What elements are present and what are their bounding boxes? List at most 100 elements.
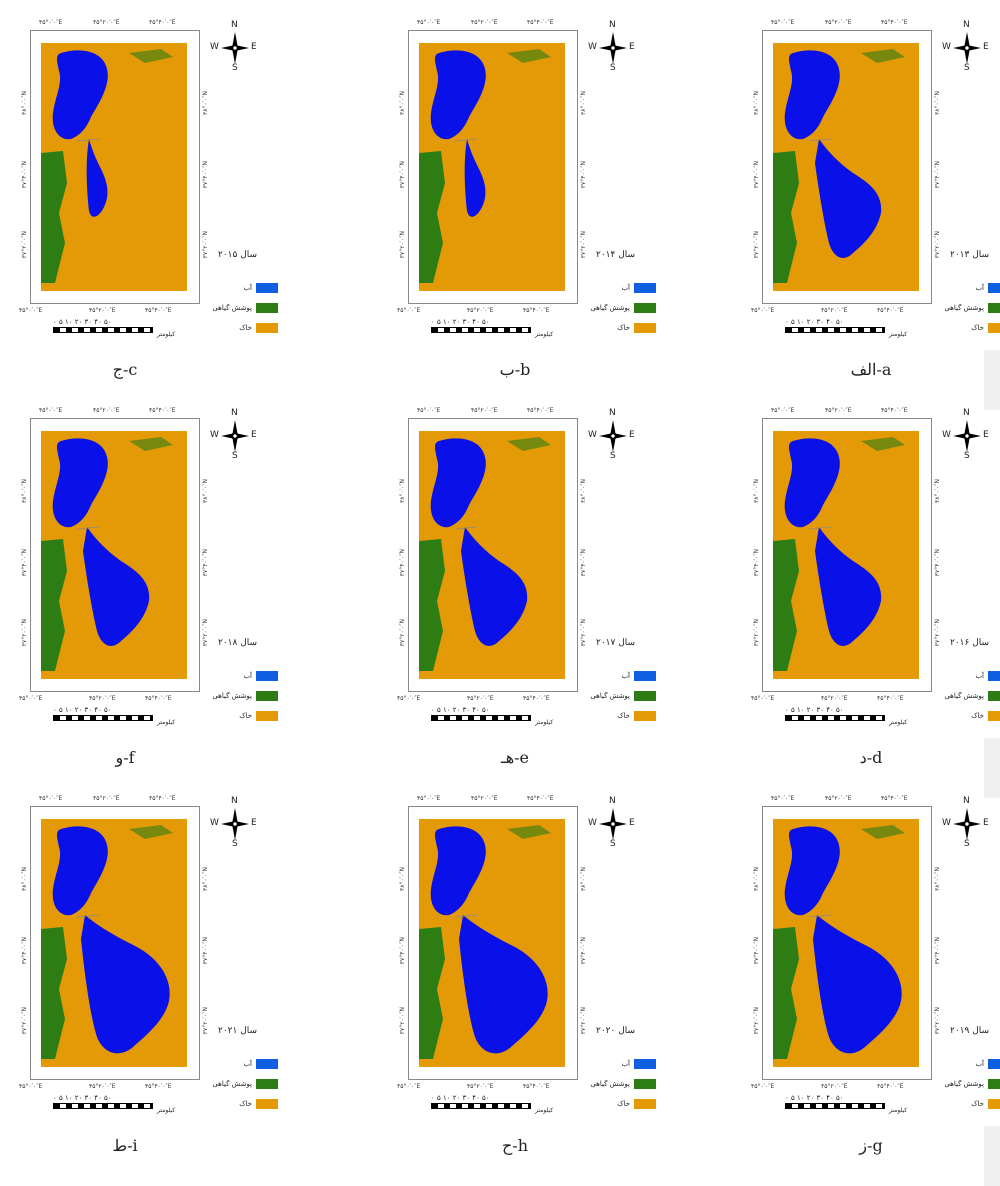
legend-label-soil: خاک xyxy=(239,324,252,332)
lat-label-left-3: ۳۷°۲۰′۰″N xyxy=(753,1007,760,1035)
panel-caption-c: ج-c xyxy=(112,360,138,379)
legend-swatch-vegetation xyxy=(634,1079,656,1089)
scale-unit: کیلومتر xyxy=(889,719,908,726)
legend-item-soil: خاک xyxy=(930,1094,1000,1114)
land-area xyxy=(773,43,919,291)
lat-label-right-2: ۳۷°۴۰′۰″N xyxy=(580,549,587,577)
scale-bar-graphic xyxy=(431,327,531,333)
causeway-line xyxy=(808,138,832,142)
north-arrow-icon: N S W E xyxy=(210,796,260,850)
panel-caption-g: ز-g xyxy=(859,1136,883,1155)
legend-item-soil: خاک xyxy=(198,318,278,338)
scale-numbers: ۰ ۵ ۱۰ ۲۰ ۳۰ ۴۰ ۵۰ xyxy=(431,318,490,326)
compass-w-label: W xyxy=(942,430,951,440)
land-area xyxy=(419,819,565,1067)
scale-unit: کیلومتر xyxy=(535,1107,554,1114)
compass-e-label: E xyxy=(251,42,257,52)
lon-label-bottom-1: ۴۵°۰′۰″E xyxy=(397,307,421,314)
year-label: سال ۲۰۱۷ xyxy=(596,638,636,648)
north-arrow-icon: N S W E xyxy=(210,408,260,462)
scale-bar: ۰ ۵ ۱۰ ۲۰ ۳۰ ۴۰ ۵۰ کیلومتر xyxy=(431,318,561,344)
scale-bar: ۰ ۵ ۱۰ ۲۰ ۳۰ ۴۰ ۵۰ کیلومتر xyxy=(785,706,915,732)
legend-label-vegetation: پوشش گیاهی xyxy=(212,692,252,700)
lat-label-right-3: ۳۷°۲۰′۰″N xyxy=(934,619,941,647)
lat-label-left-3: ۳۷°۲۰′۰″N xyxy=(21,619,28,647)
vegetation-patch-north xyxy=(129,49,173,63)
legend-label-water: آب xyxy=(975,1060,984,1068)
legend-item-water: آب xyxy=(930,278,1000,298)
north-arrow-icon: N S W E xyxy=(588,408,638,462)
lon-label-bottom-1: ۴۵°۰′۰″E xyxy=(19,1083,43,1090)
legend-label-soil: خاک xyxy=(971,324,984,332)
lon-label-bottom-1: ۴۵°۰′۰″E xyxy=(397,695,421,702)
map-panel-b: ۴۵°۰′۰″E ۴۵°۲۰′۰″E ۴۵°۴۰′۰″E ۴۵°۰′۰″E ۴۵… xyxy=(397,12,698,392)
vegetation-patch-north xyxy=(507,437,551,451)
legend-swatch-water xyxy=(256,283,278,293)
compass-s-label: S xyxy=(610,63,616,73)
legend: آب پوشش گیاهی خاک xyxy=(576,278,656,338)
compass-e-label: E xyxy=(983,430,989,440)
legend-item-water: آب xyxy=(576,666,656,686)
legend: آب پوشش گیاهی خاک xyxy=(198,1054,278,1114)
compass-n-label: N xyxy=(231,796,238,806)
legend-label-water: آب xyxy=(975,672,984,680)
legend-swatch-water xyxy=(634,671,656,681)
lat-label-left-2: ۳۷°۴۰′۰″N xyxy=(399,161,406,189)
scale-bar-graphic xyxy=(785,327,885,333)
legend-swatch-soil xyxy=(988,323,1000,333)
lat-label-right-1: ۳۸°۰′۰″N xyxy=(934,867,941,891)
vegetation-area xyxy=(773,927,799,1059)
map-frame: ۴۵°۰′۰″E ۴۵°۲۰′۰″E ۴۵°۴۰′۰″E ۴۵°۰′۰″E ۴۵… xyxy=(397,19,587,314)
map-frame: ۴۵°۰′۰″E ۴۵°۲۰′۰″E ۴۵°۴۰′۰″E ۴۵°۰′۰″E ۴۵… xyxy=(19,795,209,1090)
land-area xyxy=(41,431,187,679)
lon-label-bottom-2: ۴۵°۲۰′۰″E xyxy=(467,307,494,314)
north-arrow-icon: N S W E xyxy=(210,20,260,74)
lat-label-right-1: ۳۸°۰′۰″N xyxy=(202,867,209,891)
panel-caption-d: د-d xyxy=(859,748,883,767)
legend-label-vegetation: پوشش گیاهی xyxy=(590,692,630,700)
lat-label-right-3: ۳۷°۲۰′۰″N xyxy=(934,231,941,259)
compass-s-label: S xyxy=(610,451,616,461)
legend-swatch-water xyxy=(634,1059,656,1069)
lat-label-left-3: ۳۷°۲۰′۰″N xyxy=(399,619,406,647)
year-label: سال ۲۰۲۰ xyxy=(596,1026,636,1036)
lat-label-right-2: ۳۷°۴۰′۰″N xyxy=(934,549,941,577)
legend-item-soil: خاک xyxy=(576,318,656,338)
vegetation-patch-north xyxy=(861,437,905,451)
scale-bar-graphic xyxy=(53,327,153,333)
map-panel-h: ۴۵°۰′۰″E ۴۵°۲۰′۰″E ۴۵°۴۰′۰″E ۴۵°۰′۰″E ۴۵… xyxy=(397,788,698,1168)
compass-n-label: N xyxy=(231,408,238,418)
scale-numbers: ۰ ۵ ۱۰ ۲۰ ۳۰ ۴۰ ۵۰ xyxy=(53,318,112,326)
compass-e-label: E xyxy=(251,430,257,440)
vegetation-area xyxy=(773,539,799,671)
lon-label-bottom-1: ۴۵°۰′۰″E xyxy=(19,307,43,314)
legend-item-soil: خاک xyxy=(576,1094,656,1114)
legend-swatch-vegetation xyxy=(256,1079,278,1089)
scale-unit: کیلومتر xyxy=(535,331,554,338)
legend-item-vegetation: پوشش گیاهی xyxy=(198,298,278,318)
scale-bar: ۰ ۵ ۱۰ ۲۰ ۳۰ ۴۰ ۵۰ کیلومتر xyxy=(431,1094,561,1120)
causeway-line xyxy=(454,526,478,530)
causeway-line xyxy=(808,914,832,918)
scale-numbers: ۰ ۵ ۱۰ ۲۰ ۳۰ ۴۰ ۵۰ xyxy=(785,706,844,714)
lat-label-left-1: ۳۸°۰′۰″N xyxy=(753,867,760,891)
lake-map-svg xyxy=(773,437,905,671)
legend: آب پوشش گیاهی خاک xyxy=(576,666,656,726)
land-area xyxy=(419,431,565,679)
legend-item-water: آب xyxy=(198,666,278,686)
scale-unit: کیلومتر xyxy=(157,719,176,726)
north-arrow-icon: N S W E xyxy=(942,408,992,462)
lake-south-basin xyxy=(815,139,882,258)
legend: آب پوشش گیاهی خاک xyxy=(198,666,278,726)
scale-unit: کیلومتر xyxy=(157,331,176,338)
north-arrow-icon: N S W E xyxy=(942,20,992,74)
lon-label-bottom-3: ۴۵°۴۰′۰″E xyxy=(145,307,172,314)
lake-south-basin xyxy=(459,915,548,1054)
scale-bar-graphic xyxy=(53,715,153,721)
lat-label-right-2: ۳۷°۴۰′۰″N xyxy=(202,549,209,577)
legend-swatch-vegetation xyxy=(988,303,1000,313)
compass-s-label: S xyxy=(610,839,616,849)
legend-swatch-water xyxy=(988,1059,1000,1069)
lon-label-top-3: ۴۵°۴۰′۰″E xyxy=(149,19,176,26)
scale-bar: ۰ ۵ ۱۰ ۲۰ ۳۰ ۴۰ ۵۰ کیلومتر xyxy=(431,706,561,732)
